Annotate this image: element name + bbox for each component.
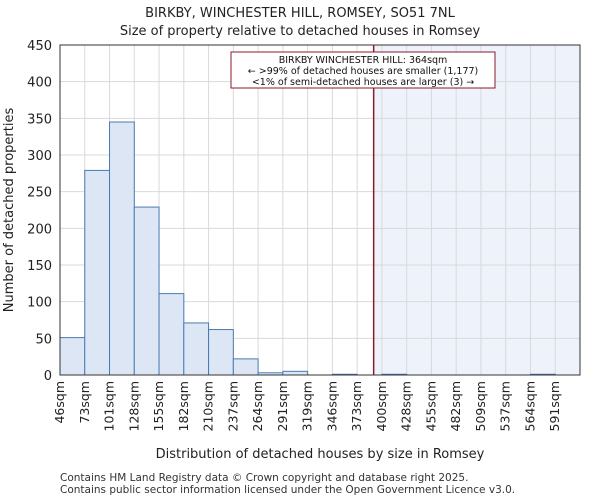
x-tick-label: 564sqm: [522, 381, 537, 431]
x-tick-label: 73sqm: [77, 381, 92, 424]
plot-frame: [59, 44, 581, 376]
bar: [59, 337, 86, 376]
x-tick-label: 291sqm: [275, 381, 290, 431]
y-tick-label: 0: [44, 369, 52, 384]
y-tick-label: 50: [35, 332, 52, 347]
x-tick-label: 264sqm: [250, 381, 265, 431]
bar: [158, 293, 185, 376]
x-tick-label: 400sqm: [374, 381, 389, 431]
footer-line-1: Contains HM Land Registry data © Crown c…: [60, 472, 469, 484]
annotation-box: [230, 51, 496, 89]
bar: [232, 358, 259, 376]
x-tick-label: 509sqm: [473, 381, 488, 431]
x-tick-label: 591sqm: [547, 381, 562, 431]
chart-subtitle: Size of property relative to detached ho…: [119, 24, 481, 39]
y-tick-label: 150: [27, 259, 52, 274]
highlight-region: [373, 45, 580, 375]
x-tick-label: 46sqm: [52, 381, 67, 424]
x-tick-label: 537sqm: [498, 381, 513, 431]
x-tick-label: 210sqm: [201, 381, 216, 431]
y-tick-label: 450: [27, 39, 52, 54]
x-tick-label: 319sqm: [300, 381, 315, 431]
y-tick-label: 400: [27, 76, 52, 91]
y-tick-label: 200: [27, 222, 52, 237]
y-tick-label: 300: [27, 149, 52, 164]
x-tick-label: 346sqm: [324, 381, 339, 431]
bar: [282, 370, 309, 376]
x-tick-label: 101sqm: [102, 381, 117, 431]
x-axis-label: Distribution of detached houses by size …: [156, 447, 485, 462]
x-tick-label: 455sqm: [423, 381, 438, 431]
x-tick-label: 182sqm: [176, 381, 191, 431]
bar: [133, 206, 160, 376]
y-tick-label: 350: [27, 112, 52, 127]
x-tick-label: 482sqm: [448, 381, 463, 431]
y-tick-label: 100: [27, 296, 52, 311]
x-tick-label: 237sqm: [225, 381, 240, 431]
bar: [208, 329, 234, 376]
annotation-line-1: BIRKBY WINCHESTER HILL: 364sqm: [279, 55, 448, 66]
chart-title: BIRKBY, WINCHESTER HILL, ROMSEY, SO51 7N…: [145, 6, 455, 21]
annotation-line-3: <1% of semi-detached houses are larger (…: [252, 77, 474, 88]
y-axis-label: Number of detached properties: [2, 108, 17, 313]
bar: [183, 322, 210, 376]
x-tick-label: 373sqm: [349, 381, 364, 431]
x-tick-label: 155sqm: [151, 381, 166, 431]
annotation-line-2: ← >99% of detached houses are smaller (1…: [248, 66, 479, 77]
bar: [109, 121, 135, 376]
footer-line-2: Contains public sector information licen…: [60, 484, 516, 496]
x-tick-label: 428sqm: [399, 381, 414, 431]
y-tick-label: 250: [27, 186, 52, 201]
bar: [84, 169, 111, 376]
x-tick-label: 128sqm: [126, 381, 141, 431]
